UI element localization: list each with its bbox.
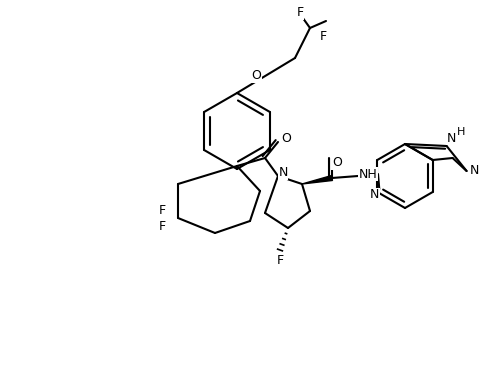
Text: N: N (470, 165, 480, 177)
Text: H: H (456, 127, 465, 137)
Text: O: O (251, 69, 261, 82)
Text: O: O (332, 156, 342, 170)
Text: N: N (447, 132, 456, 144)
Text: N: N (370, 188, 379, 202)
Polygon shape (302, 176, 333, 184)
Text: F: F (297, 6, 303, 20)
Text: F: F (158, 203, 166, 217)
Text: F: F (276, 253, 284, 267)
Text: F: F (158, 220, 166, 232)
Text: NH: NH (359, 167, 377, 180)
Text: F: F (319, 29, 326, 42)
Text: N: N (278, 167, 288, 179)
Text: O: O (281, 132, 291, 144)
